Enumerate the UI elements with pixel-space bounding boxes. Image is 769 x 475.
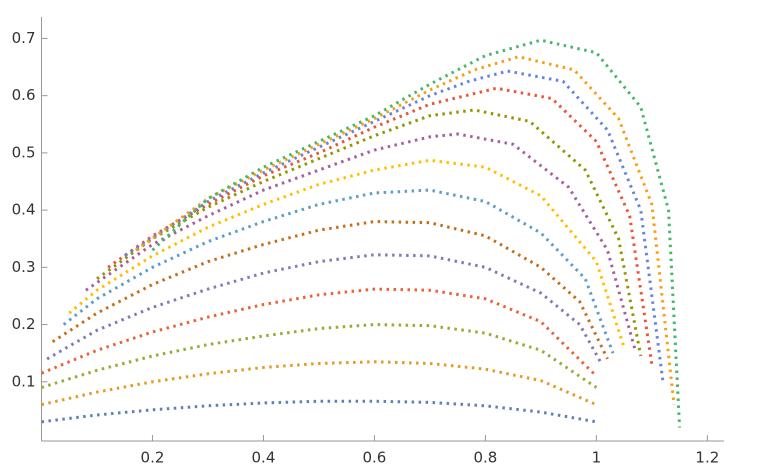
dotted-series bbox=[62, 188, 615, 354]
y-tick-label: 0.7 bbox=[12, 29, 36, 47]
dotted-series bbox=[46, 253, 604, 366]
dotted-series bbox=[40, 287, 598, 378]
y-tick-label: 0.1 bbox=[12, 372, 36, 390]
dotted-series bbox=[96, 108, 643, 357]
dotted-series bbox=[85, 132, 637, 351]
dotted-series bbox=[68, 158, 626, 348]
x-tick-label: 1 bbox=[592, 449, 602, 467]
y-tick-label: 0.4 bbox=[12, 201, 36, 219]
x-tick-label: 0.2 bbox=[141, 449, 165, 467]
y-tick-label: 0.6 bbox=[12, 86, 36, 104]
x-tick-label: 0.6 bbox=[362, 449, 386, 467]
dotted-series bbox=[51, 220, 609, 360]
dotted-series bbox=[123, 69, 665, 382]
dotted-series bbox=[41, 323, 598, 389]
x-tick-label: 0.4 bbox=[252, 449, 276, 467]
y-tick-label: 0.3 bbox=[12, 258, 36, 276]
x-tick-label: 0.8 bbox=[473, 449, 497, 467]
dotted-series bbox=[134, 55, 676, 405]
dotted-series bbox=[41, 360, 597, 407]
y-tick-label: 0.5 bbox=[12, 143, 36, 161]
y-tick-label: 0.2 bbox=[12, 315, 36, 333]
x-tick-label: 1.2 bbox=[695, 449, 719, 467]
dotted-series bbox=[41, 399, 597, 424]
dotted-series bbox=[107, 86, 654, 365]
